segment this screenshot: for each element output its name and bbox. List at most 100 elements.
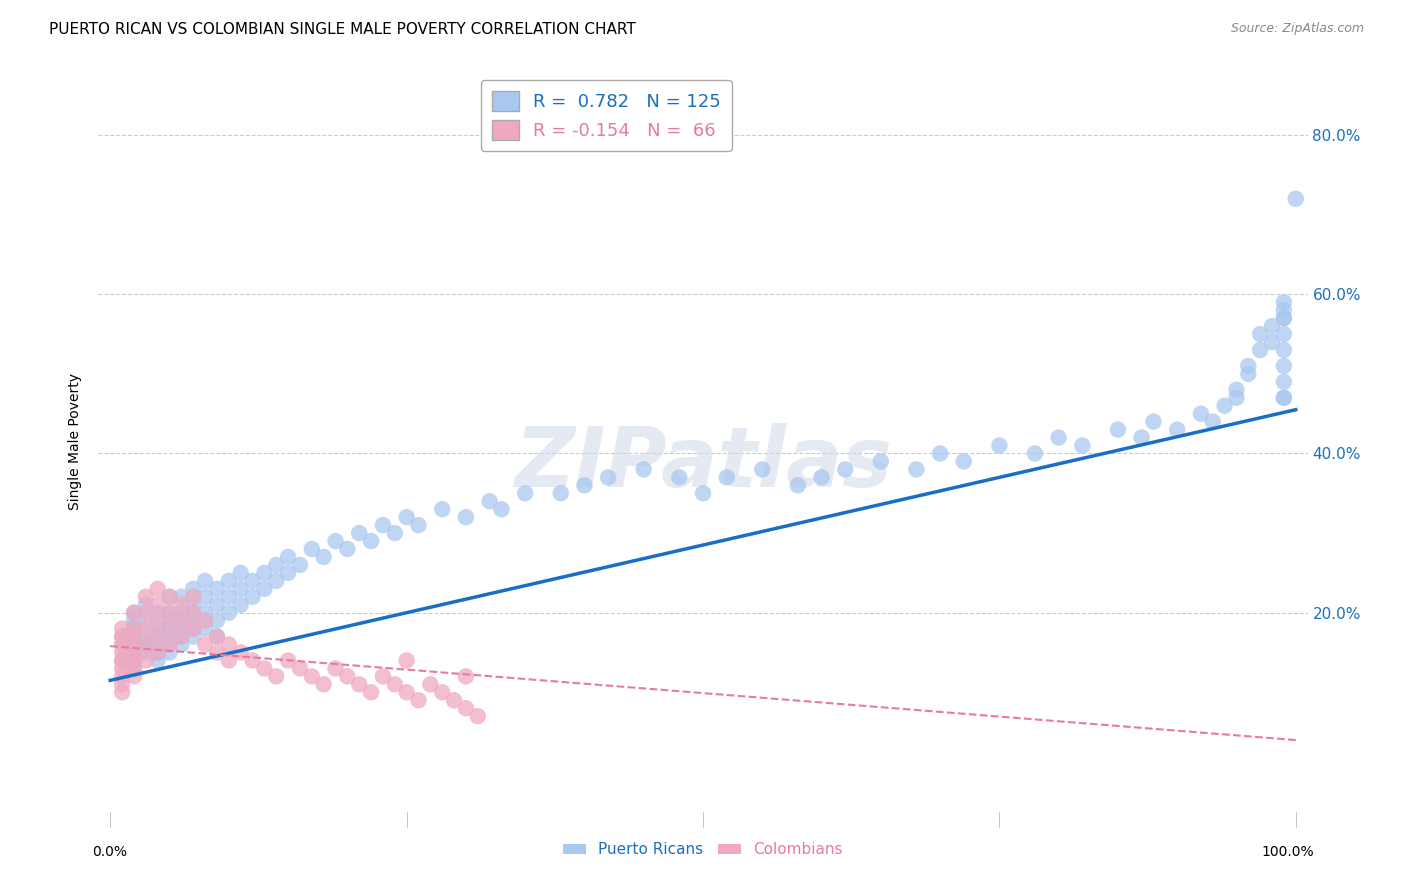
- Point: [1225, 383, 1247, 397]
- Point: [952, 454, 974, 468]
- Point: [869, 454, 891, 468]
- Point: [419, 677, 441, 691]
- Point: [1107, 423, 1129, 437]
- Point: [111, 653, 134, 667]
- Point: [1249, 327, 1271, 342]
- Point: [218, 574, 240, 588]
- Point: [194, 614, 217, 628]
- Point: [1225, 391, 1247, 405]
- Point: [122, 669, 145, 683]
- Point: [443, 693, 465, 707]
- Point: [135, 638, 157, 652]
- Point: [218, 653, 240, 667]
- Point: [159, 622, 181, 636]
- Point: [786, 478, 808, 492]
- Point: [205, 630, 228, 644]
- Point: [170, 614, 193, 628]
- Point: [598, 470, 620, 484]
- Point: [146, 606, 169, 620]
- Point: [135, 630, 157, 644]
- Point: [1024, 446, 1046, 460]
- Point: [194, 606, 217, 620]
- Point: [1202, 415, 1225, 429]
- Point: [181, 630, 204, 644]
- Point: [905, 462, 928, 476]
- Point: [288, 661, 311, 675]
- Point: [111, 677, 134, 691]
- Point: [1272, 359, 1295, 373]
- Point: [301, 541, 323, 556]
- Point: [454, 701, 477, 715]
- Point: [159, 630, 181, 644]
- Point: [135, 638, 157, 652]
- Point: [135, 598, 157, 612]
- Point: [229, 646, 252, 660]
- Text: ZIPatlas: ZIPatlas: [515, 423, 891, 504]
- Point: [111, 669, 134, 683]
- Point: [122, 606, 145, 620]
- Point: [325, 534, 347, 549]
- Point: [1071, 438, 1094, 452]
- Point: [988, 438, 1011, 452]
- Point: [170, 622, 193, 636]
- Point: [146, 630, 169, 644]
- Point: [1237, 359, 1260, 373]
- Point: [194, 622, 217, 636]
- Point: [277, 566, 299, 580]
- Point: [122, 653, 145, 667]
- Point: [181, 622, 204, 636]
- Point: [408, 518, 430, 533]
- Point: [360, 685, 382, 699]
- Point: [1142, 415, 1164, 429]
- Point: [135, 653, 157, 667]
- Point: [325, 661, 347, 675]
- Point: [515, 486, 537, 500]
- Point: [159, 606, 181, 620]
- Point: [181, 582, 204, 596]
- Point: [1272, 311, 1295, 326]
- Point: [122, 638, 145, 652]
- Point: [111, 653, 134, 667]
- Text: Source: ZipAtlas.com: Source: ZipAtlas.com: [1230, 22, 1364, 36]
- Point: [205, 646, 228, 660]
- Point: [395, 685, 418, 699]
- Point: [229, 598, 252, 612]
- Point: [159, 590, 181, 604]
- Point: [454, 510, 477, 524]
- Point: [408, 693, 430, 707]
- Point: [550, 486, 572, 500]
- Point: [218, 606, 240, 620]
- Point: [1272, 391, 1295, 405]
- Point: [170, 638, 193, 652]
- Point: [122, 638, 145, 652]
- Point: [242, 653, 264, 667]
- Text: 100.0%: 100.0%: [1261, 845, 1313, 859]
- Point: [371, 518, 394, 533]
- Point: [146, 646, 169, 660]
- Point: [205, 582, 228, 596]
- Point: [1272, 327, 1295, 342]
- Point: [111, 638, 134, 652]
- Legend: Puerto Ricans, Colombians: Puerto Ricans, Colombians: [557, 836, 849, 863]
- Point: [218, 638, 240, 652]
- Point: [929, 446, 952, 460]
- Point: [347, 526, 370, 541]
- Point: [146, 638, 169, 652]
- Point: [159, 590, 181, 604]
- Point: [1130, 431, 1153, 445]
- Point: [395, 653, 418, 667]
- Point: [301, 669, 323, 683]
- Point: [181, 622, 204, 636]
- Point: [135, 646, 157, 660]
- Point: [122, 653, 145, 667]
- Point: [122, 630, 145, 644]
- Point: [135, 622, 157, 636]
- Point: [122, 661, 145, 675]
- Point: [491, 502, 513, 516]
- Point: [122, 661, 145, 675]
- Point: [288, 558, 311, 572]
- Point: [159, 638, 181, 652]
- Point: [834, 462, 856, 476]
- Point: [181, 614, 204, 628]
- Point: [170, 614, 193, 628]
